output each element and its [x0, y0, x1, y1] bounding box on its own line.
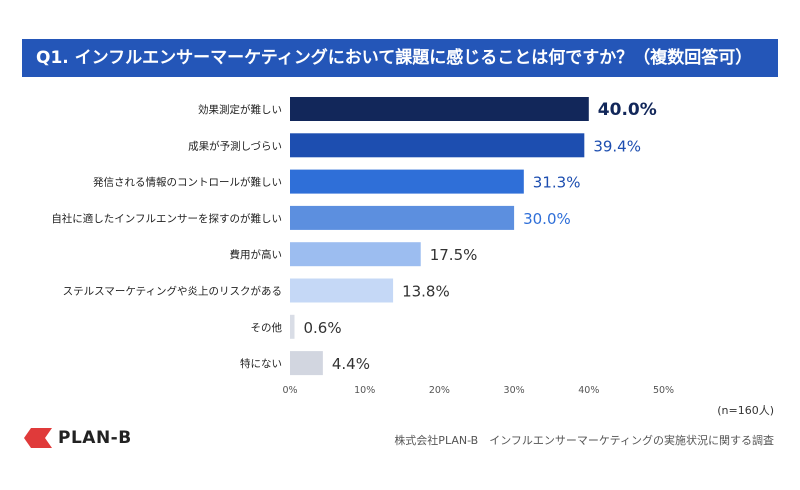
category-label: その他 — [251, 321, 283, 334]
bar — [290, 242, 421, 267]
data-label: 4.4% — [332, 355, 370, 373]
plan-b-logo-icon — [24, 428, 52, 448]
data-label: 31.3% — [533, 174, 581, 192]
bar — [290, 97, 589, 121]
chart-title: Q1. インフルエンサーマーケティングにおいて課題に感じることは何ですか？（複数… — [36, 48, 753, 68]
sample-size-note: (n=160人) — [717, 404, 774, 417]
bar — [290, 133, 585, 158]
category-label: 効果測定が難しい — [198, 103, 282, 116]
x-tick-label: 0% — [282, 385, 297, 396]
data-label: 0.6% — [303, 319, 341, 337]
category-label: 特にない — [240, 358, 282, 370]
bar — [290, 205, 515, 230]
data-label: 30.0% — [523, 210, 571, 228]
x-tick-label: 10% — [354, 385, 375, 396]
brand-name: PLAN-B — [58, 428, 132, 448]
category-label: 成果が予測しづらい — [188, 139, 282, 152]
data-label: 39.4% — [593, 137, 641, 155]
x-tick-label: 40% — [578, 385, 599, 396]
category-label: 費用が高い — [230, 248, 283, 261]
chart-title-banner: Q1. インフルエンサーマーケティングにおいて課題に感じることは何ですか？（複数… — [22, 39, 778, 77]
bar — [290, 314, 295, 339]
x-tick-label: 50% — [653, 385, 674, 396]
data-label: 17.5% — [430, 246, 478, 264]
x-tick-label: 30% — [504, 385, 525, 396]
category-label: 発信される情報のコントロールが難しい — [93, 176, 282, 189]
source-credit: 株式会社PLAN-B インフルエンサーマーケティングの実施状況に関する調査 — [394, 434, 774, 447]
category-label: ステルスマーケティングや炎上のリスクがある — [63, 285, 282, 298]
category-label: 自社に適したインフルエンサーを探すのが難しい — [51, 212, 282, 225]
bar — [290, 169, 524, 194]
data-label: 13.8% — [402, 283, 450, 301]
brand-logo: PLAN-B — [24, 428, 132, 448]
bar — [290, 278, 394, 303]
data-label: 40.0% — [598, 100, 657, 120]
x-tick-label: 20% — [429, 385, 450, 396]
bar — [290, 351, 323, 376]
